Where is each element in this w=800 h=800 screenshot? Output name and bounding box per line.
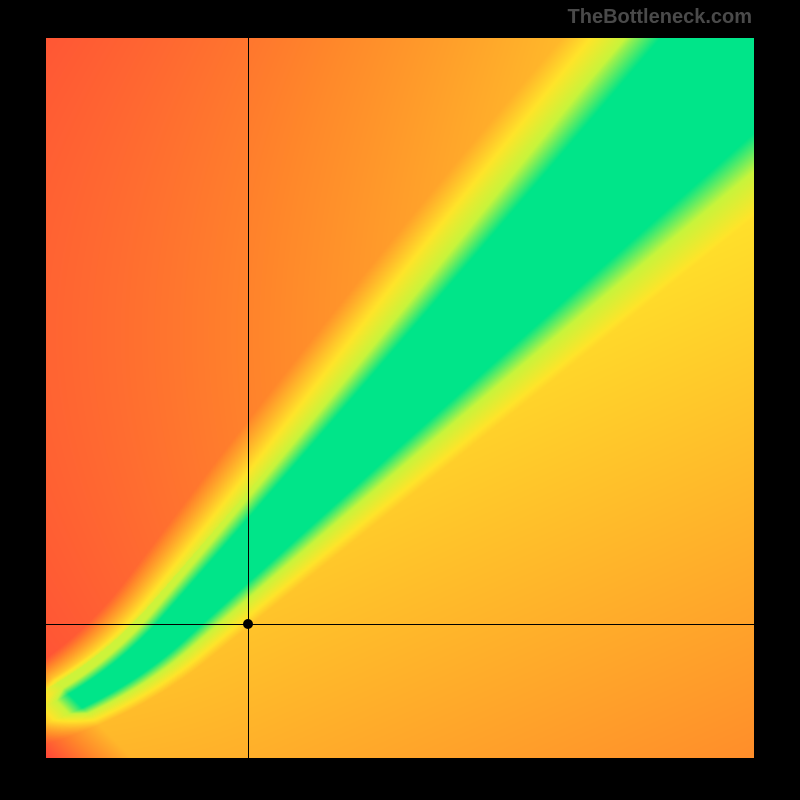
crosshair-horizontal [46, 624, 754, 625]
crosshair-marker [243, 619, 253, 629]
heatmap-chart [46, 38, 754, 758]
crosshair-vertical [248, 38, 249, 758]
watermark-text: TheBottleneck.com [568, 6, 752, 29]
heatmap-canvas [46, 38, 754, 758]
